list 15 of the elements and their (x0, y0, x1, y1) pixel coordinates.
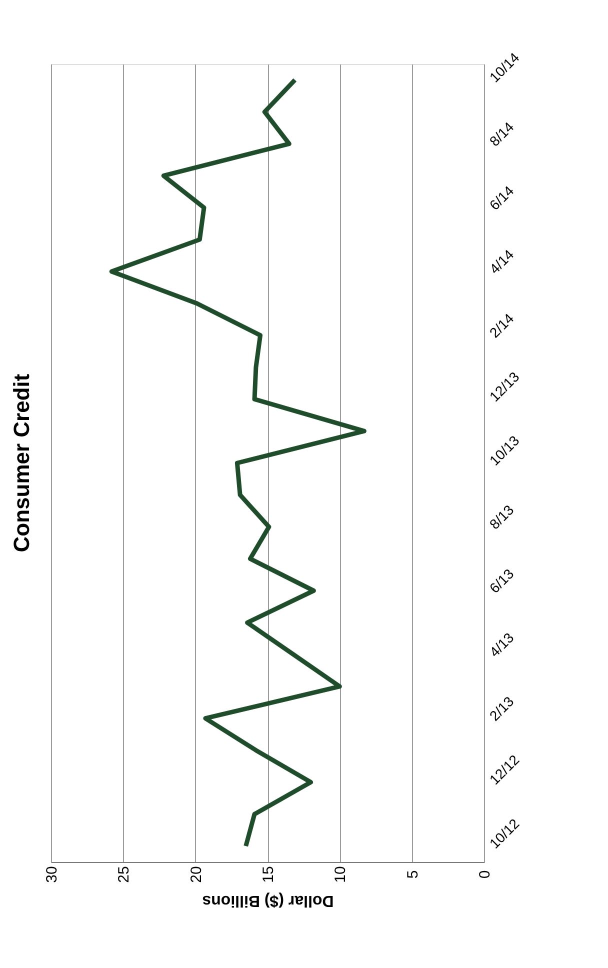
y-tick-label: 4/13 (486, 629, 517, 660)
x-axis-title: Dollar ($) Billions (202, 892, 334, 909)
x-tick-label: 25 (116, 866, 133, 883)
y-tick-label: 6/14 (486, 182, 517, 214)
x-tick-label: 5 (404, 870, 422, 879)
y-tick-label: 4/14 (486, 246, 517, 277)
x-tick-label: 30 (44, 866, 60, 883)
x-tick-label: 10 (332, 866, 350, 883)
y-tick-label: 8/14 (486, 118, 517, 150)
x-tick-label: 20 (188, 866, 205, 883)
text: Consumer Credit (9, 373, 34, 552)
x-tick-label: 15 (260, 866, 277, 883)
y-tick-label: 8/13 (486, 502, 517, 532)
y-tick-label: 6/13 (486, 565, 517, 596)
x-tick-label: 0 (476, 870, 494, 879)
